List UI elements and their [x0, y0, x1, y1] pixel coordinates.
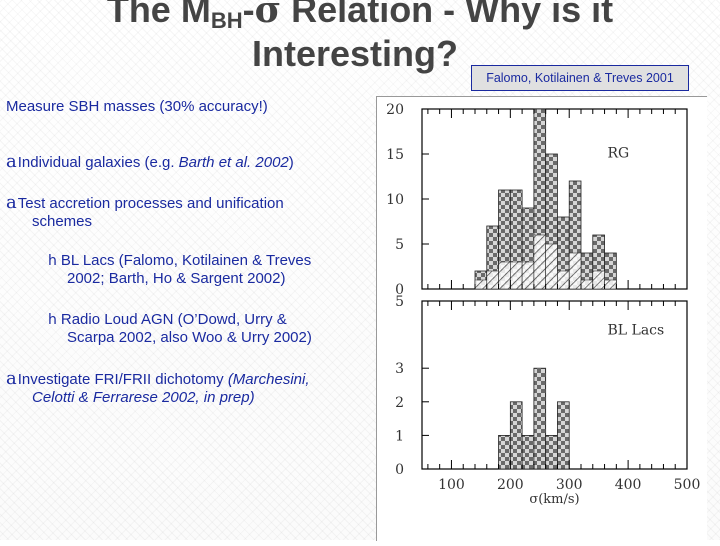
subbullet-radio-loud-agn: h Radio Loud AGN (O’Dowd, Urry & Scarpa 2…	[48, 311, 312, 346]
ytick-label-rg-5: 5	[395, 237, 404, 253]
ytick-label-rg-10: 10	[386, 192, 404, 208]
bar-bllacs-290	[557, 401, 570, 470]
xtick-label-300: 300	[556, 477, 583, 493]
subbullet-bl-lacs: h BL Lacs (Falomo, Kotilainen & Treves 20…	[48, 252, 312, 287]
x-axis-label: σ(km/s)	[529, 492, 579, 507]
ytick-label-rg-20: 20	[386, 102, 404, 118]
subbar-rg-330	[580, 279, 594, 290]
intro-text: Measure SBH masses (30% accuracy!)	[6, 98, 268, 115]
subbar-rg-370	[604, 279, 617, 290]
slide-title-line1: The MBH-σ Relation - Why is it	[0, 0, 720, 41]
ytick-label-rg-15: 15	[386, 147, 404, 163]
panel-label-rg: RG	[608, 146, 630, 162]
xtick-label-400: 400	[615, 477, 642, 493]
xtick-label-200: 200	[497, 477, 524, 493]
ytick-label-bllacs-3: 3	[395, 361, 404, 377]
subbar-rg-310	[568, 252, 582, 290]
bullet-individual-galaxies: aIndividual galaxies (e.g. Barth et al. …	[6, 151, 294, 172]
subbar-rg-290	[557, 270, 570, 290]
bar-bllacs-270	[545, 434, 558, 470]
bar-bllacs-250	[533, 367, 547, 470]
subbar-rg-270	[545, 243, 558, 290]
ytick-label-rg-0: 0	[395, 282, 404, 298]
subbullet-mark-icon: h	[48, 312, 57, 328]
subbar-rg-210	[510, 261, 523, 290]
bullet-mark-icon: a	[6, 192, 17, 213]
panel-label-bllacs: BL Lacs	[608, 323, 665, 339]
bullet-accretion: aTest accretion processes and unificatio…	[6, 192, 284, 231]
subbar-rg-170	[486, 270, 499, 290]
bar-bllacs-190	[498, 434, 511, 470]
subbar-rg-250	[533, 234, 546, 290]
citation-box: Falomo, Kotilainen & Treves 2001	[471, 65, 689, 91]
bar-bllacs-230	[521, 434, 535, 470]
xtick-label-500: 500	[674, 477, 701, 493]
ytick-label-bllacs-5: 5	[395, 294, 404, 310]
slide-title-line2: Interesting?	[251, 33, 458, 74]
bullet-mark-icon: a	[6, 368, 17, 389]
xtick-label-100: 100	[438, 477, 465, 493]
subbar-rg-150	[474, 279, 488, 290]
bar-bllacs-210	[509, 401, 523, 470]
ytick-label-bllacs-2: 2	[395, 395, 404, 411]
subbar-rg-190	[498, 261, 511, 290]
bullet-mark-icon: a	[6, 151, 17, 172]
subbar-rg-350	[592, 270, 605, 290]
subbar-rg-230	[521, 261, 535, 290]
bullet-fri-frii: aInvestigate FRI/FRII dichotomy (Marches…	[6, 368, 310, 407]
subbullet-mark-icon: h	[48, 253, 57, 269]
sigma-symbol: σ	[254, 0, 282, 31]
ytick-label-bllacs-1: 1	[395, 428, 404, 444]
histogram-figure: 0 5 10 15 20 RG 0 1 2 3 5 BL Lacs 100 200 300 400 500 σ(k…	[376, 96, 707, 541]
ytick-label-bllacs-0: 0	[395, 462, 404, 478]
